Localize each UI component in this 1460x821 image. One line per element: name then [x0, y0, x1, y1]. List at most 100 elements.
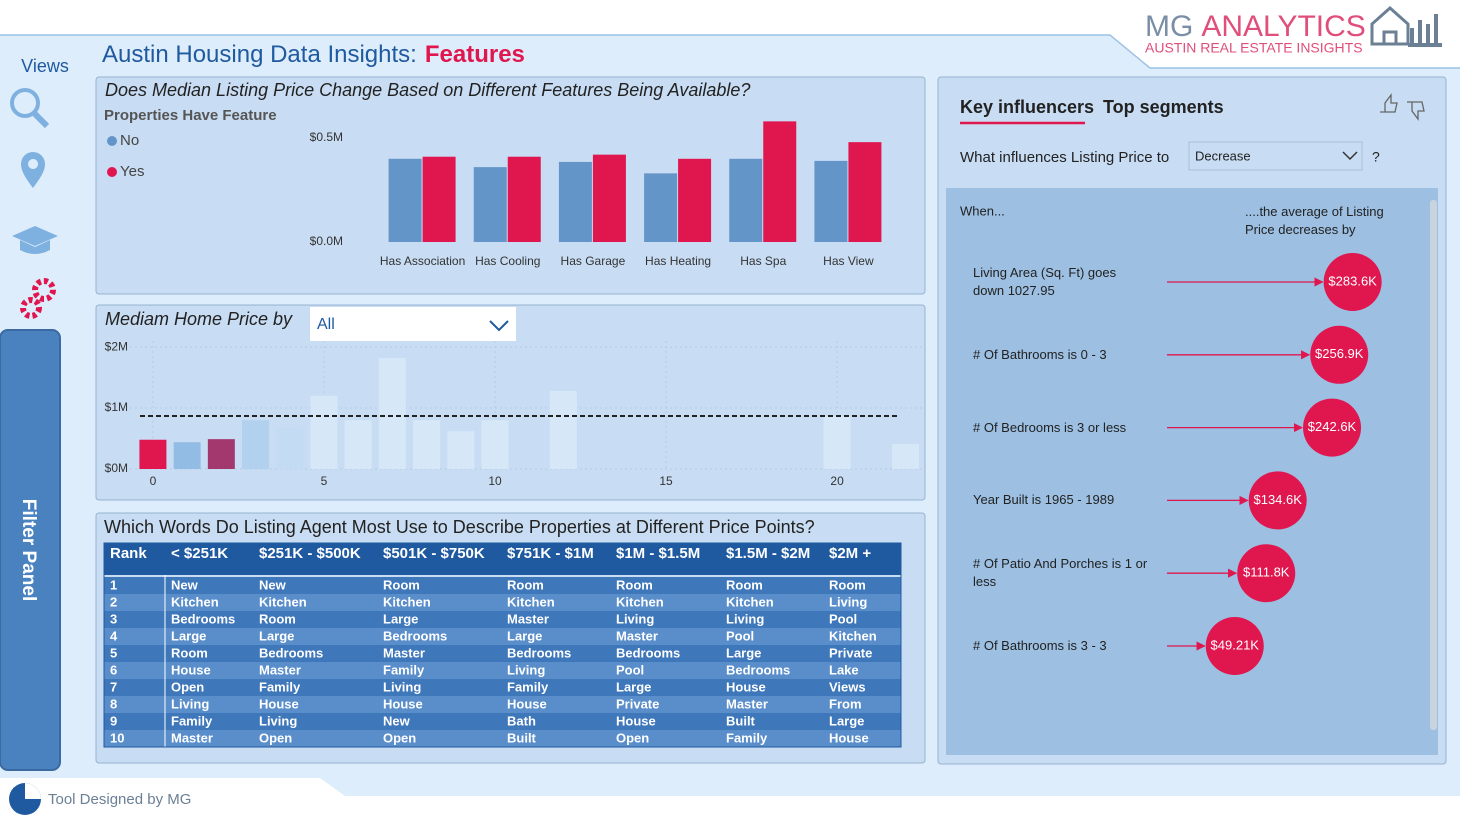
table-cell: House [829, 730, 869, 745]
help[interactable]: ? [1372, 149, 1380, 165]
bar [558, 161, 592, 242]
table-cell: Room [383, 577, 420, 592]
dropdown-value[interactable]: Decrease [1195, 148, 1251, 163]
table-cell: Master [616, 628, 658, 643]
x-tick-label: 15 [659, 474, 673, 488]
logo-bars [1408, 14, 1442, 47]
table-cell: Large [171, 628, 206, 643]
table-cell: Room [259, 611, 296, 626]
impact-bubble [1310, 325, 1369, 384]
bar [139, 439, 167, 469]
bar [242, 420, 270, 469]
legend-title: Properties Have Feature [104, 107, 277, 124]
table-cell: Pool [726, 628, 754, 643]
table-cell: Private [616, 696, 659, 711]
table-cell: Open [383, 730, 416, 745]
chart-title: Mediam Home Price by [105, 309, 293, 329]
header-edge [0, 34, 1460, 69]
thumbs-down[interactable] [1407, 101, 1425, 121]
bar [473, 167, 507, 242]
filter-dropdown[interactable] [310, 307, 516, 341]
impact-label: $134.6K [1253, 492, 1302, 507]
filter-value[interactable]: All [317, 316, 335, 333]
table-cell: Private [829, 645, 872, 660]
map-icon[interactable] [21, 152, 45, 188]
table-cell: 2 [110, 594, 117, 609]
table-cell: Kitchen [507, 594, 555, 609]
table-cell: Open [616, 730, 649, 745]
table-cell: Kitchen [383, 594, 431, 609]
dropdown-chevron[interactable] [1342, 151, 1358, 161]
impact-label: $111.8K [1243, 565, 1290, 580]
bar [413, 420, 441, 469]
column-header: $251K - $500K [259, 545, 361, 562]
settings-icon[interactable] [20, 278, 56, 319]
impact-bubble [1248, 471, 1307, 530]
bar [422, 156, 456, 242]
bar [173, 442, 201, 469]
thumbs-up[interactable] [1380, 93, 1398, 113]
impact-label: $242.6K [1308, 419, 1357, 434]
table-cell: Bedrooms [616, 645, 680, 660]
decrease-dropdown[interactable] [1188, 141, 1363, 171]
question: What influences Listing Price to [960, 149, 1169, 166]
table-cell: Living [383, 679, 421, 694]
tab[interactable]: Top segments [1103, 97, 1224, 117]
bar [481, 420, 509, 469]
bar [814, 160, 848, 242]
column-header: $2M + [829, 545, 871, 562]
bar [276, 428, 304, 469]
table-cell: Family [507, 679, 549, 694]
filter-panel-tab[interactable] [0, 329, 61, 771]
table-cell: Master [171, 730, 213, 745]
logo-tagline: AUSTIN REAL ESTATE INSIGHTS [1145, 40, 1363, 56]
bar [344, 420, 372, 469]
bar [644, 173, 678, 242]
table-cell: House [507, 696, 547, 711]
impact-label: $283.6K [1328, 273, 1377, 288]
logo-primary: MG ANALYTICS [1145, 10, 1366, 43]
x-tick-label: 20 [830, 474, 844, 488]
chart-title: Does Median Listing Price Change Based o… [105, 80, 750, 100]
education-icon[interactable] [12, 226, 58, 254]
table-row [104, 696, 901, 713]
table-cell: Bedrooms [383, 628, 447, 643]
table-cell: Kitchen [259, 594, 307, 609]
impact-bubble [1205, 617, 1264, 675]
bar [763, 121, 797, 242]
table-cell: 8 [110, 696, 117, 711]
footer-credit: Tool Designed by MG [48, 791, 191, 808]
bar [507, 156, 541, 242]
table-cell: Large [829, 713, 864, 728]
table-cell: Living [726, 611, 764, 626]
table-cell: Master [726, 696, 768, 711]
search-icon[interactable] [10, 88, 50, 129]
table-cell: Kitchen [829, 628, 877, 643]
scrollbar[interactable] [1430, 200, 1437, 730]
header-band [0, 0, 1460, 68]
table-cell: 7 [110, 679, 117, 694]
dropdown-chevron[interactable] [489, 320, 509, 332]
table-row [104, 662, 901, 679]
y-tick-label: $0M [105, 461, 128, 475]
table-border [103, 542, 902, 748]
table-cell: 4 [110, 628, 118, 643]
table-row [104, 730, 901, 747]
table-cell: Kitchen [726, 594, 774, 609]
table-cell: Family [726, 730, 768, 745]
table-cell: Pool [616, 662, 644, 677]
bar [388, 158, 422, 242]
table-cell: Room [507, 577, 544, 592]
x-tick-label: 0 [150, 474, 157, 488]
filter-panel-label[interactable]: Filter Panel [18, 499, 39, 601]
impact-label: $256.9K [1315, 346, 1364, 361]
legend-label: No [120, 132, 139, 149]
table-cell: Large [383, 611, 418, 626]
tab[interactable]: Key influencers [960, 97, 1094, 117]
table-cell: Room [616, 577, 653, 592]
table-cell: Kitchen [616, 594, 664, 609]
column-header: $1M - $1.5M [616, 545, 700, 562]
column-header: $1.5M - $2M [726, 545, 810, 562]
legend-swatch [107, 136, 117, 146]
